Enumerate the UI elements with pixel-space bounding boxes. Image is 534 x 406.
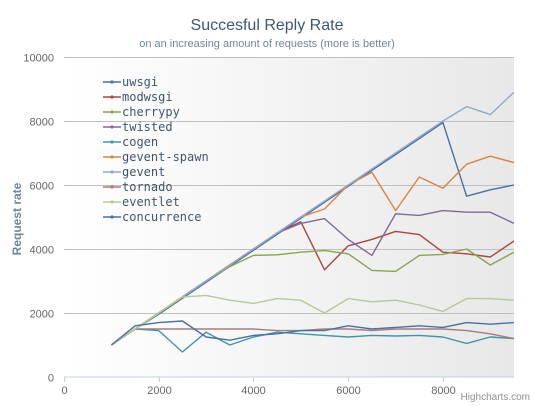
y-tick-label: 4000	[30, 245, 54, 257]
legend-label: uwsgi	[122, 75, 158, 89]
legend-label: twisted	[122, 120, 173, 134]
legend-label: modwsgi	[122, 90, 173, 104]
y-tick-label: 6000	[30, 181, 54, 193]
legend-marker	[110, 215, 114, 219]
chart-subtitle: on an increasing amount of requests (mor…	[139, 38, 395, 50]
chart-title: Succesful Reply Rate	[191, 17, 344, 34]
plot-background	[64, 57, 514, 377]
x-tick-label: 0	[61, 385, 67, 397]
legend-label: gevent	[122, 165, 165, 179]
x-tick-label: 2000	[147, 385, 171, 397]
legend-label: cogen	[122, 135, 158, 149]
legend-item-uwsgi[interactable]: uwsgi	[103, 75, 158, 89]
legend-label: concurrence	[122, 210, 201, 224]
x-tick-label: 6000	[336, 385, 360, 397]
series-lines	[110, 91, 515, 353]
legend-marker	[110, 155, 114, 159]
legend-marker	[110, 185, 114, 189]
grid-lines	[64, 57, 514, 314]
legend-marker	[110, 200, 114, 204]
legend-marker	[110, 80, 114, 84]
series-line-cogen[interactable]	[111, 328, 515, 353]
series-line-tornado[interactable]	[111, 328, 515, 346]
credits-link[interactable]: Highcharts.com	[461, 392, 530, 403]
legend-marker	[110, 125, 114, 129]
legend-item-concurrence[interactable]: concurrence	[103, 210, 201, 224]
x-axis-ticks: 0 2000 4000 6000 8000	[61, 377, 456, 397]
y-tick-label: 10000	[23, 53, 54, 65]
series-line-uwsgi[interactable]	[111, 121, 515, 346]
series-line-eventlet[interactable]	[111, 294, 515, 346]
legend-label: gevent-spawn	[122, 150, 209, 164]
x-tick-label: 4000	[241, 385, 265, 397]
legend-item-cogen[interactable]: cogen	[103, 135, 158, 149]
legend-marker	[110, 110, 114, 114]
legend-label: tornado	[122, 180, 173, 194]
legend-marker	[110, 95, 114, 99]
legend-label: cherrypy	[122, 105, 180, 119]
x-tick-label: 8000	[431, 385, 455, 397]
legend-label: eventlet	[122, 195, 180, 209]
legend-item-modwsgi[interactable]: modwsgi	[103, 90, 173, 104]
legend: uwsgimodwsgicherrypytwistedcogengevent-s…	[103, 75, 209, 224]
legend-marker	[110, 170, 114, 174]
legend-item-twisted[interactable]: twisted	[103, 120, 173, 134]
legend-item-eventlet[interactable]: eventlet	[103, 195, 180, 209]
legend-item-tornado[interactable]: tornado	[103, 180, 173, 194]
legend-marker	[110, 140, 114, 144]
series-line-concurrence[interactable]	[110, 320, 515, 346]
y-tick-label: 8000	[30, 117, 54, 129]
y-tick-label: 2000	[30, 309, 54, 321]
y-tick-label: 0	[48, 373, 54, 385]
y-axis-ticks: 0 2000 4000 6000 8000 10000	[23, 53, 54, 385]
legend-item-cherrypy[interactable]: cherrypy	[103, 105, 180, 119]
legend-item-gevent[interactable]: gevent	[103, 165, 165, 179]
y-axis-title: Request rate	[10, 182, 24, 255]
legend-item-gevent-spawn[interactable]: gevent-spawn	[103, 150, 209, 164]
